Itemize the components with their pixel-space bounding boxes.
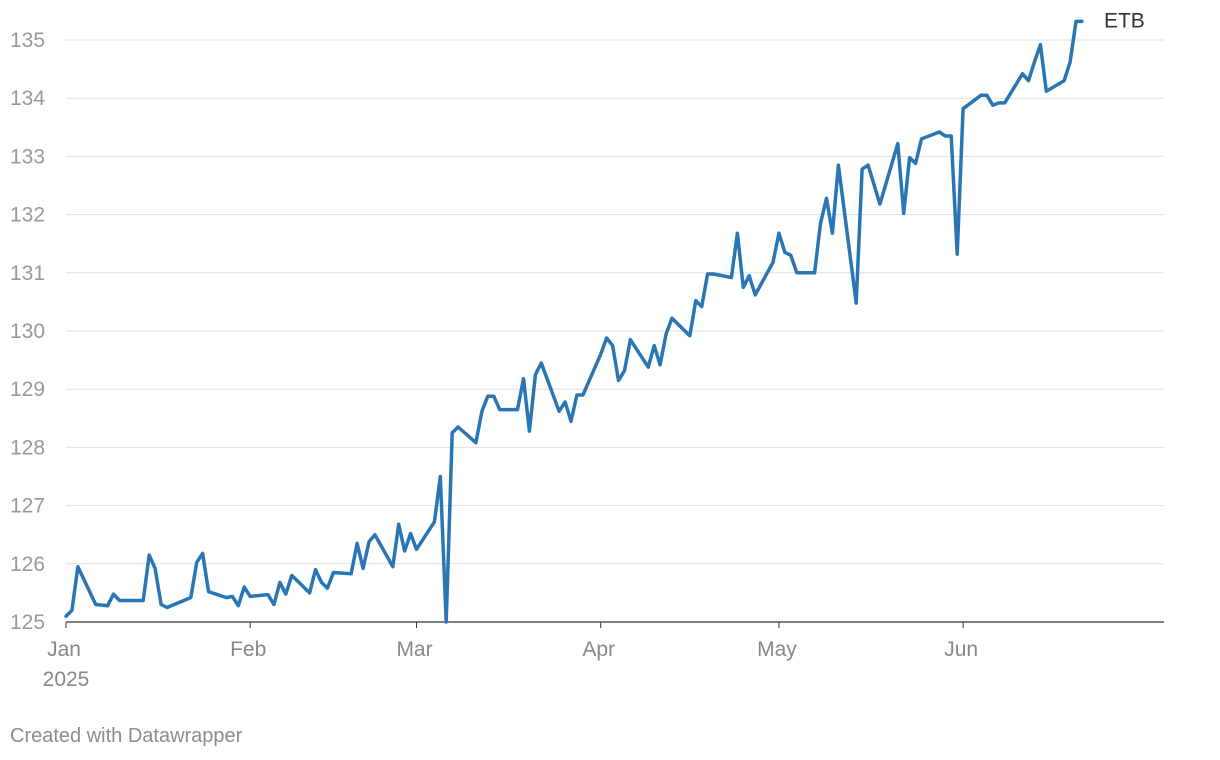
y-tick-label: 129 [10,378,45,401]
series-line [64,19,1084,624]
y-tick-label: 135 [10,29,45,52]
credit-text: Created with Datawrapper [10,725,243,747]
series-lines [64,19,1084,624]
y-tick-label: 130 [10,320,45,343]
x-tick-label: Jan [47,638,81,661]
y-axis: 125 126 127 128 129 130 131 132 133 134 135 [10,29,45,634]
gridlines [66,39,1164,623]
x-axis: Jan 2025 Feb Mar Apr May Jun [43,622,978,691]
y-tick-label: 134 [10,87,45,110]
x-tick-label: May [757,638,797,661]
x-tick-sublabel: 2025 [43,668,90,691]
y-tick-label: 126 [10,553,45,576]
y-tick-label: 132 [10,204,45,227]
x-tick-label: Mar [396,638,432,661]
line-chart: 125 126 127 128 129 130 131 132 133 134 135 Jan 202… [10,9,1164,691]
x-tick-label: Apr [582,638,615,661]
y-tick-label: 128 [10,436,45,459]
y-tick-label: 127 [10,495,45,518]
y-tick-label: 131 [10,262,45,285]
x-tick-label: Jun [944,638,978,661]
series-label: ETB [1104,9,1145,32]
y-tick-label: 125 [10,611,45,634]
y-tick-label: 133 [10,145,45,168]
x-tick-label: Feb [230,638,266,661]
series-labels: ETB [1104,9,1145,32]
